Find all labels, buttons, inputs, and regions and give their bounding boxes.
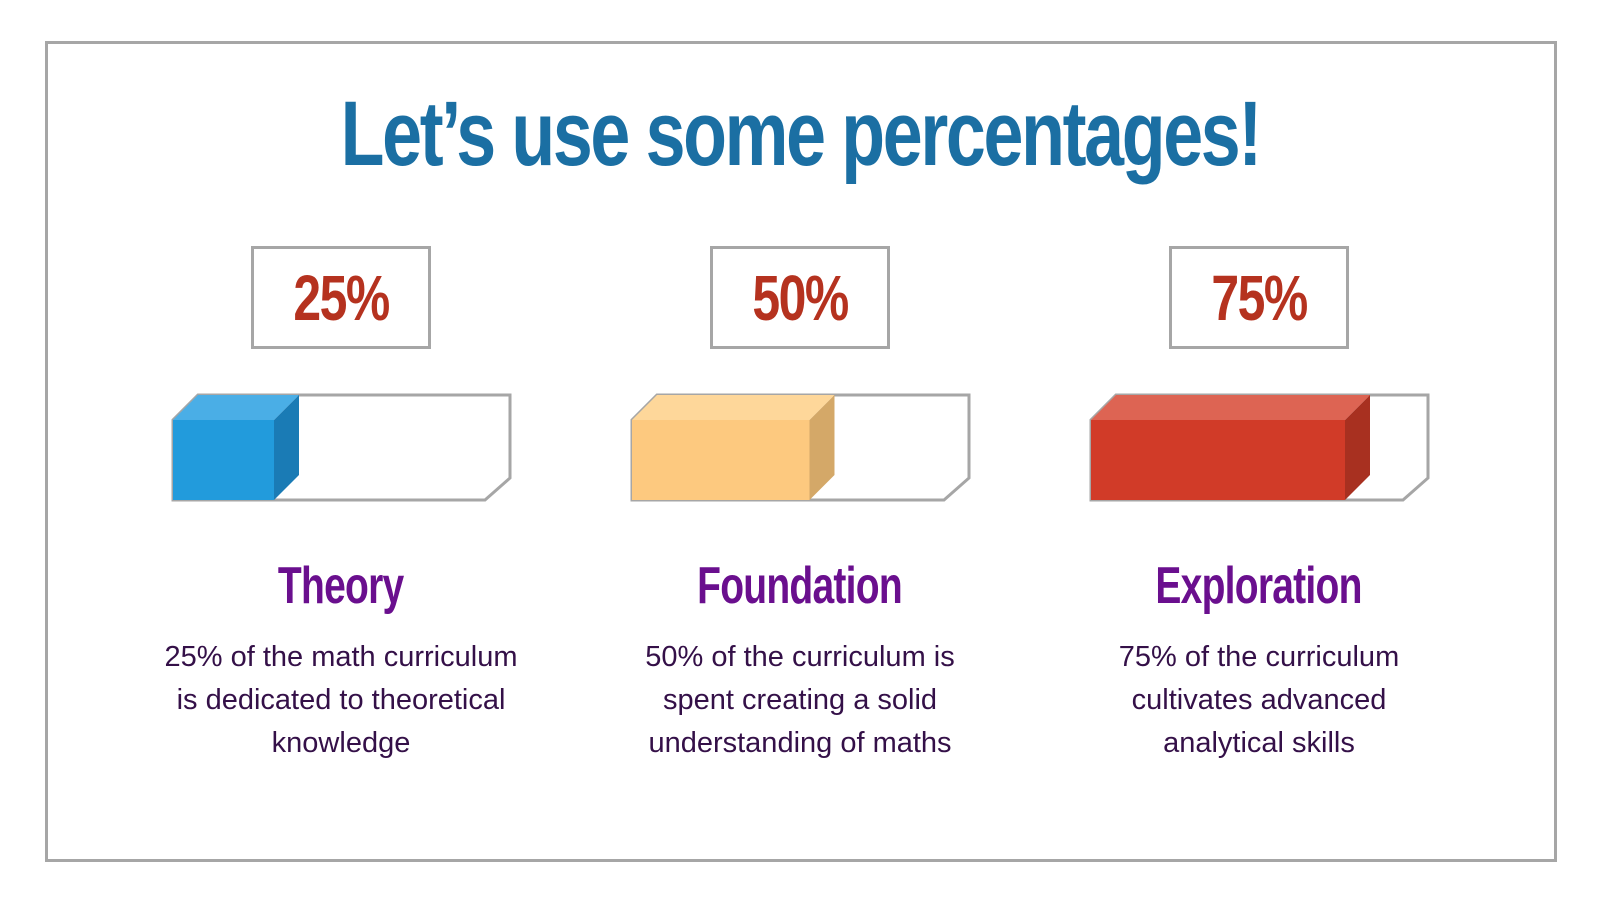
- bar-fill-front: [1091, 420, 1345, 500]
- bar-fill-top: [632, 395, 835, 420]
- column-heading: Exploration: [1029, 556, 1489, 616]
- slide-frame: [45, 41, 1557, 862]
- bar-fill-front: [173, 420, 274, 500]
- percent-label: 50%: [752, 261, 849, 334]
- bar-fill-side: [274, 395, 299, 500]
- progress-bar: [1089, 393, 1430, 502]
- bar-fill-front: [632, 420, 810, 500]
- column-exploration: 75% Exploration 75% of the curriculum cu…: [1029, 0, 1489, 900]
- description-text: 25% of the math curriculum is dedicated …: [164, 641, 518, 759]
- column-heading: Theory: [111, 556, 571, 616]
- heading-text: Exploration: [1155, 557, 1363, 615]
- percent-box: 25%: [251, 246, 431, 349]
- bar-fill-side: [809, 395, 835, 500]
- column-description: 25% of the math curriculum is dedicated …: [111, 636, 571, 765]
- slide-title: Let’s use some percentages!: [0, 82, 1600, 187]
- slide-title-text: Let’s use some percentages!: [340, 83, 1262, 185]
- heading-text: Theory: [278, 557, 404, 615]
- bar-fill-top: [173, 395, 299, 420]
- percent-box: 75%: [1169, 246, 1349, 349]
- column-description: 50% of the curriculum is spent creating …: [570, 636, 1030, 765]
- percent-label: 75%: [1211, 261, 1308, 334]
- column-theory: 25% Theory 25% of the math curriculum is…: [111, 0, 571, 900]
- bar-fill-side: [1345, 395, 1370, 500]
- percent-label: 25%: [293, 261, 390, 334]
- column-description: 75% of the curriculum cultivates advance…: [1029, 636, 1489, 765]
- column-foundation: 50% Foundation 50% of the curriculum is …: [570, 0, 1030, 900]
- description-text: 50% of the curriculum is spent creating …: [645, 641, 955, 759]
- progress-bar: [171, 393, 512, 502]
- progress-bar: [630, 393, 971, 502]
- percent-box: 50%: [710, 246, 890, 349]
- description-text: 75% of the curriculum cultivates advance…: [1118, 641, 1400, 759]
- column-heading: Foundation: [570, 556, 1030, 616]
- bar-fill-top: [1091, 395, 1370, 420]
- heading-text: Foundation: [697, 557, 904, 615]
